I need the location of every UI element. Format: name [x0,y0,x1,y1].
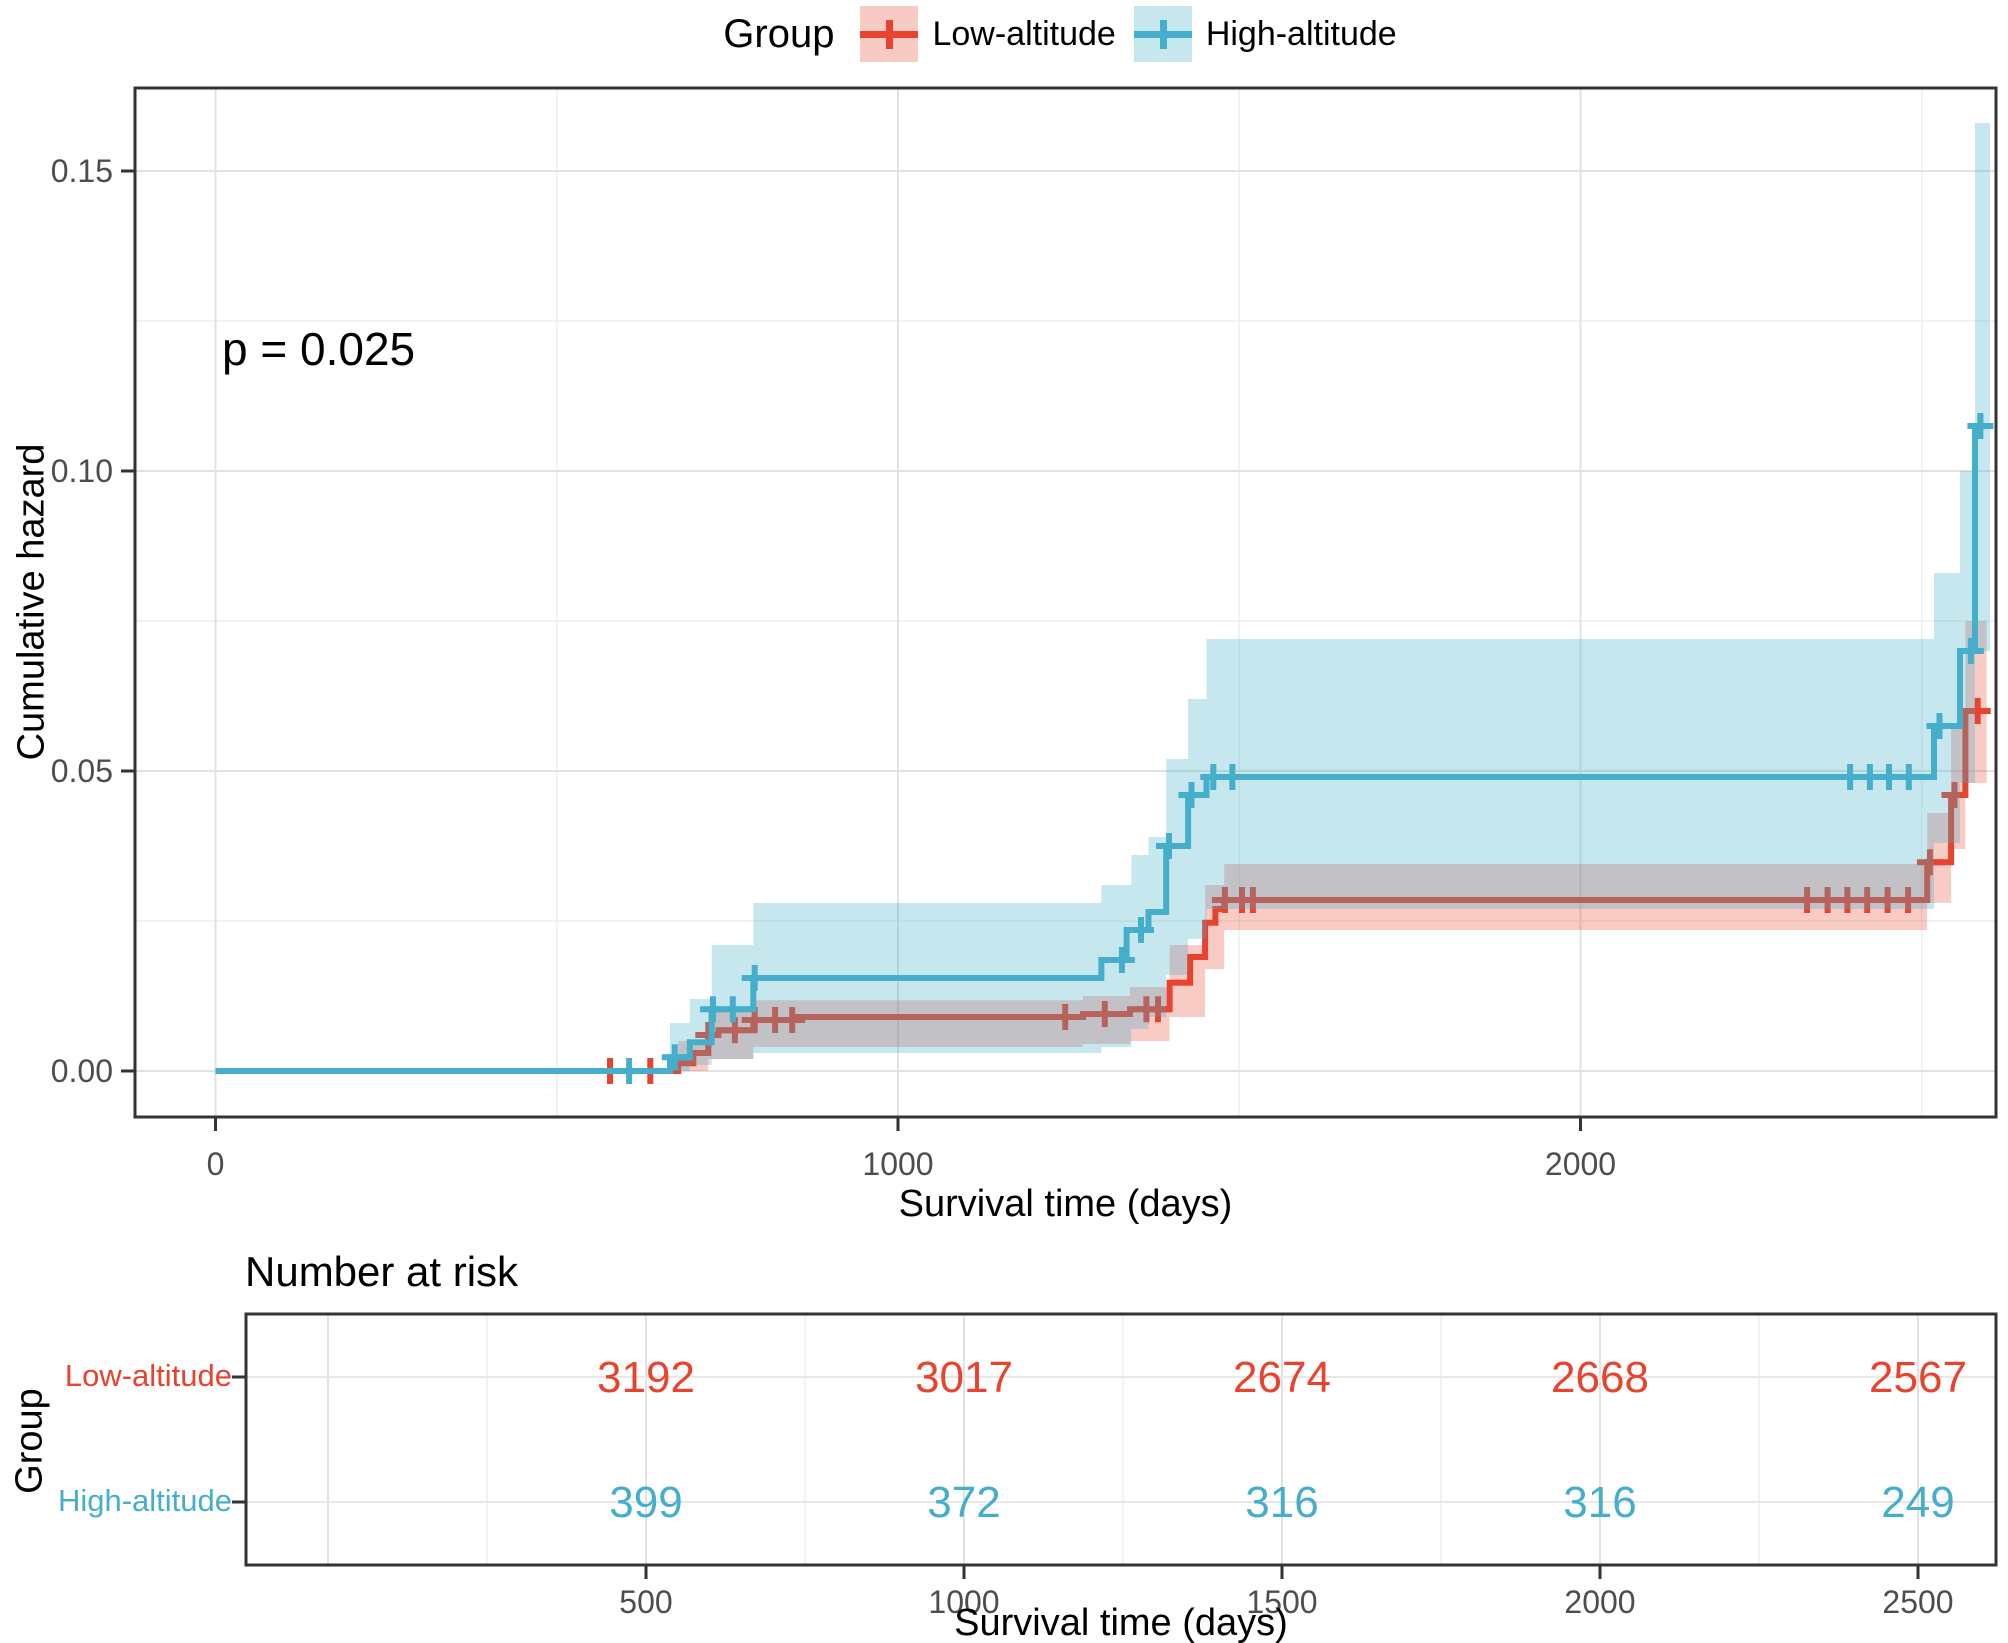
table-x-tick-label: 1500 [1246,1584,1317,1620]
risk-table-border [244,1312,1998,1567]
risk-count: 316 [1245,1478,1318,1527]
legend-label-high: High-altitude [1205,14,1397,53]
pvalue-annotation: p = 0.025 [222,323,416,375]
risk-count: 2567 [1869,1353,1967,1402]
risk-table-x-axis-title: Survival time (days) [954,1602,1288,1643]
risk-row-label-high: High-altitude [57,1483,232,1518]
risk-count: 2674 [1233,1353,1331,1402]
risk-count: 249 [1881,1478,1954,1527]
legend-item-low[interactable]: Low-altitude [860,6,1116,62]
y-tick-label: 0.00 [51,1053,113,1089]
table-x-tick-label: 2000 [1564,1584,1635,1620]
legend: Group Low-altitude High-altitude [0,6,2008,62]
risk-count: 399 [609,1478,682,1527]
high-altitude-key-icon [1133,6,1192,62]
table-x-tick-label: 500 [619,1584,672,1620]
risk-table-title: Number at risk [245,1248,519,1295]
x-tick-label: 0 [207,1146,225,1182]
low-altitude-key-icon [860,6,919,62]
y-axis-title: Cumulative hazard [10,443,53,761]
risk-table-group-axis-title: Group [8,1388,51,1494]
y-tick-label: 0.15 [51,153,113,189]
high-altitude-confidence-band [215,123,1990,1071]
y-tick-label: 0.10 [51,453,113,489]
y-tick-label: 0.05 [51,753,113,789]
risk-count: 2668 [1551,1353,1649,1402]
risk-row-label-low: Low-altitude [64,1358,232,1393]
plot-panel-border [133,86,1998,1119]
table-x-tick-label: 2500 [1882,1584,1953,1620]
legend-item-high[interactable]: High-altitude [1133,6,1397,62]
legend-label-low: Low-altitude [932,14,1116,53]
x-tick-label: 1000 [862,1146,933,1182]
risk-count: 3192 [597,1353,695,1402]
risk-count: 372 [927,1478,1000,1527]
x-tick-label: 2000 [1545,1146,1616,1182]
censor-marks [616,413,1994,1084]
legend-title: Group [723,11,835,56]
table-x-tick-label: 1000 [928,1584,999,1620]
risk-count: 316 [1563,1478,1636,1527]
x-axis-title: Survival time (days) [898,1183,1233,1225]
risk-count: 3017 [915,1353,1013,1402]
